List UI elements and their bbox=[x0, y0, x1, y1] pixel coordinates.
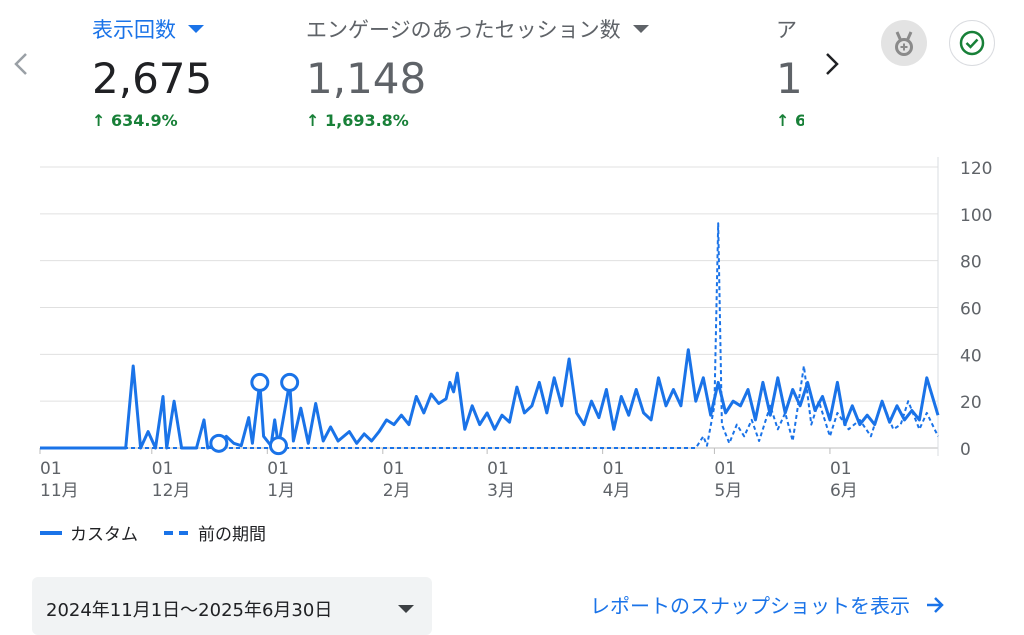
metric-label: 表示回数 bbox=[92, 18, 176, 42]
annotation-marker bbox=[280, 372, 300, 392]
metric-change-value: 6 bbox=[794, 111, 804, 130]
x-tick-day: 01 bbox=[152, 459, 174, 479]
x-tick-day: 01 bbox=[267, 459, 289, 479]
legend-item-previous[interactable]: 前の期間 bbox=[164, 520, 266, 545]
x-tick-month: 12月 bbox=[152, 481, 191, 501]
annotation-marker bbox=[209, 433, 229, 453]
legend-item-current[interactable]: カスタム bbox=[40, 520, 138, 545]
metric-value: 1,148 bbox=[306, 54, 427, 103]
chevron-left-icon[interactable] bbox=[8, 44, 36, 84]
check-circle-icon[interactable] bbox=[949, 20, 995, 66]
metric-third[interactable]: ア 1 ↑ 6 bbox=[776, 14, 804, 154]
metric-label: ア bbox=[776, 18, 797, 42]
metric-value: 1 bbox=[776, 54, 803, 103]
metric-impressions[interactable]: 表示回数 2,675 ↑ 634.9% bbox=[92, 14, 212, 154]
chart-legend: カスタム 前の期間 bbox=[40, 520, 292, 545]
x-tick-month: 2月 bbox=[383, 481, 411, 501]
metric-change: ↑ 6 bbox=[776, 111, 804, 130]
annotation-marker bbox=[250, 372, 270, 392]
annotation-marker bbox=[268, 436, 288, 456]
y-tick-label: 40 bbox=[960, 346, 982, 366]
x-tick-month: 4月 bbox=[603, 481, 631, 501]
x-tick-day: 01 bbox=[714, 459, 736, 479]
x-tick-month: 1月 bbox=[267, 481, 295, 501]
metric-change-value: 1,693.8% bbox=[324, 111, 409, 130]
chart-series bbox=[40, 222, 940, 456]
legend-dashed-swatch bbox=[164, 530, 190, 535]
metric-change: ↑ 1,693.8% bbox=[306, 111, 409, 130]
x-tick-month: 6月 bbox=[830, 481, 858, 501]
legend-solid-swatch bbox=[40, 530, 62, 535]
report-link-label: レポートのスナップショットを表示 bbox=[590, 594, 910, 618]
y-axis-labels: 0 20 40 60 80 100 120 bbox=[960, 159, 992, 460]
x-tick-day: 01 bbox=[40, 459, 62, 479]
legend-label-previous: 前の期間 bbox=[198, 525, 266, 545]
metric-carousel: 表示回数 2,675 ↑ 634.9% エンゲージのあったセッション数 1,14… bbox=[92, 14, 804, 154]
x-tick-day: 01 bbox=[603, 459, 625, 479]
chevron-right-icon[interactable] bbox=[818, 44, 846, 84]
metric-value: 2,675 bbox=[92, 54, 213, 103]
series-line-previous bbox=[40, 222, 939, 449]
y-tick-label: 120 bbox=[960, 159, 992, 179]
caret-down-icon[interactable] bbox=[188, 25, 204, 33]
y-tick-label: 80 bbox=[960, 253, 982, 273]
y-tick-label: 0 bbox=[960, 440, 971, 460]
metric-change-value: 634.9% bbox=[110, 111, 178, 130]
metric-change: ↑ 634.9% bbox=[92, 111, 178, 130]
x-tick-month: 3月 bbox=[487, 481, 515, 501]
x-tick-day: 01 bbox=[830, 459, 852, 479]
view-report-snapshot-link[interactable]: レポートのスナップショットを表示 bbox=[590, 590, 946, 619]
metric-engaged-sessions[interactable]: エンゲージのあったセッション数 1,148 ↑ 1,693.8% bbox=[306, 14, 649, 154]
arrow-right-icon bbox=[927, 596, 944, 613]
y-tick-label: 20 bbox=[960, 393, 982, 413]
x-tick-month: 5月 bbox=[714, 481, 742, 501]
legend-label-current: カスタム bbox=[70, 525, 138, 545]
x-tick-day: 01 bbox=[487, 459, 509, 479]
x-tick-day: 01 bbox=[383, 459, 405, 479]
date-range-text: 2024年11月1日～2025年6月30日 bbox=[46, 600, 333, 621]
series-line-current bbox=[40, 348, 940, 450]
metric-label: エンゲージのあったセッション数 bbox=[306, 18, 621, 42]
y-tick-label: 60 bbox=[960, 300, 982, 320]
y-tick-label: 100 bbox=[960, 206, 992, 226]
caret-down-icon[interactable] bbox=[398, 605, 414, 613]
x-tick-month: 11月 bbox=[40, 481, 79, 501]
date-range-select[interactable]: 2024年11月1日～2025年6月30日 bbox=[32, 577, 432, 635]
caret-down-icon[interactable] bbox=[632, 25, 649, 33]
medal-icon[interactable] bbox=[881, 20, 927, 66]
